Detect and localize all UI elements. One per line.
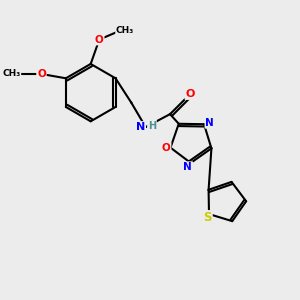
Text: O: O [185,89,195,99]
Text: CH₃: CH₃ [116,26,134,35]
Text: O: O [37,69,46,79]
Text: N: N [184,162,192,172]
Text: H: H [148,121,156,130]
Text: N: N [206,118,214,128]
Text: N: N [136,122,145,132]
Text: O: O [95,34,104,45]
Text: S: S [203,211,212,224]
Text: CH₃: CH₃ [2,70,20,79]
Text: O: O [162,143,171,153]
